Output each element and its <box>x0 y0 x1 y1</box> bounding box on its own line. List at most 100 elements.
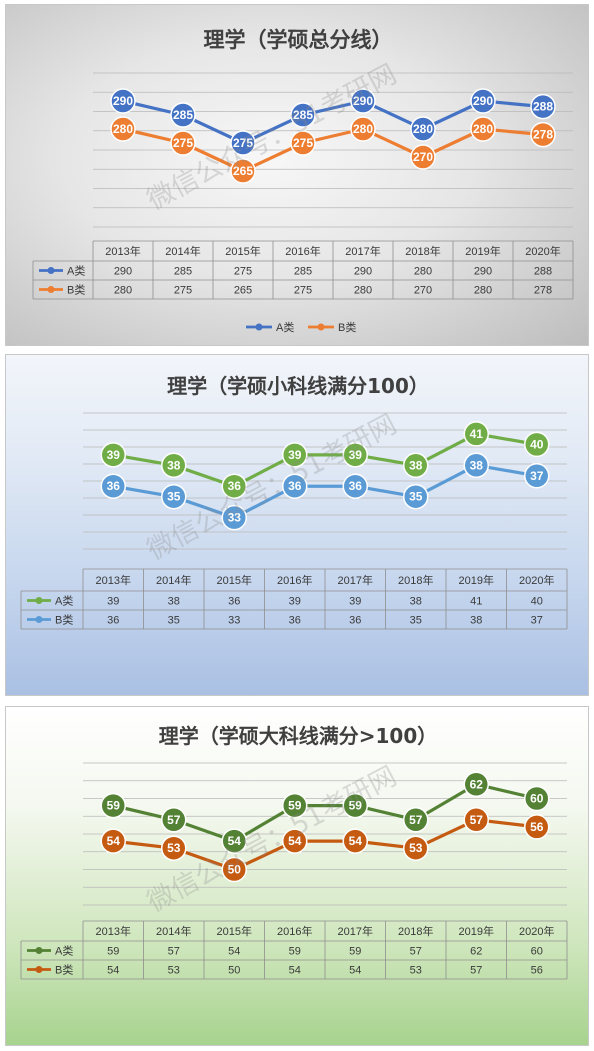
table-value-cell: 38 <box>410 596 422 608</box>
legend-marker <box>317 323 325 331</box>
table-header-cell: 2018年 <box>398 924 433 938</box>
table-header-cell: 2020年 <box>519 573 554 587</box>
data-label: 285 <box>173 108 193 122</box>
table-header-cell: 2017年 <box>338 924 373 938</box>
data-label: 36 <box>107 479 121 493</box>
table-value-cell: 38 <box>470 615 482 627</box>
data-point-marker <box>342 828 368 854</box>
table-value-cell: 36 <box>289 615 301 627</box>
table-value-cell: 36 <box>228 596 240 608</box>
chart-title: 理学（学硕总分线） <box>204 28 393 52</box>
data-point-marker <box>350 116 376 142</box>
table-value-cell: 59 <box>289 946 301 958</box>
data-label: 35 <box>409 490 423 504</box>
table-header-cell: 2015年 <box>225 244 260 258</box>
table-value-cell: 275 <box>174 285 192 297</box>
data-point-marker <box>230 130 256 156</box>
data-point-marker <box>524 814 550 840</box>
data-point-marker <box>470 116 496 142</box>
data-label: 36 <box>349 479 363 493</box>
table-header-cell: 2014年 <box>156 924 191 938</box>
data-point-marker <box>221 828 247 854</box>
data-point-marker <box>463 452 489 479</box>
data-point-marker <box>161 835 187 861</box>
data-label: 57 <box>409 813 423 827</box>
data-point-marker <box>290 102 316 128</box>
data-point-marker <box>161 807 187 833</box>
legend-label: A类 <box>276 320 294 334</box>
table-value-cell: 53 <box>410 965 422 977</box>
table-value-cell: 60 <box>531 946 543 958</box>
data-label: 38 <box>470 458 484 472</box>
data-point-marker <box>282 792 308 819</box>
table-header-cell: 2016年 <box>277 924 312 938</box>
table-value-cell: 39 <box>289 596 301 608</box>
table-value-cell: 62 <box>470 946 482 958</box>
chart-svg-small-subject: 理学（学硕小科线满分100） 39 38 36 39 39 38 41 40 36 35 33 36 36… <box>20 374 568 630</box>
data-point-marker <box>463 771 489 798</box>
table-value-cell: 285 <box>294 266 312 278</box>
table-value-cell: 290 <box>354 266 372 278</box>
table-value-cell: 54 <box>228 946 240 958</box>
table-value-cell: 35 <box>168 615 180 627</box>
data-label: 57 <box>470 813 484 827</box>
table-value-cell: 38 <box>168 596 180 608</box>
table-value-cell: 285 <box>174 266 192 278</box>
table-value-cell: 36 <box>107 615 119 627</box>
data-point-marker <box>230 158 256 184</box>
table-value-cell: 270 <box>414 285 432 297</box>
table-value-cell: 37 <box>531 615 543 627</box>
table-value-cell: 54 <box>349 965 361 977</box>
table-value-cell: 288 <box>534 266 552 278</box>
data-point-marker <box>100 442 126 468</box>
data-label: 36 <box>228 479 242 493</box>
table-value-cell: 275 <box>294 285 312 297</box>
table-value-cell: 39 <box>349 596 361 608</box>
legend-marker <box>255 323 263 331</box>
table-header-cell: 2020年 <box>519 924 554 938</box>
table-header-cell: 2016年 <box>277 573 312 587</box>
table-value-cell: 290 <box>114 266 132 278</box>
data-point-marker <box>342 442 368 468</box>
data-point-marker <box>100 792 126 819</box>
data-point-marker <box>410 144 436 170</box>
table-value-cell: 56 <box>531 965 543 977</box>
table-series-name: B类 <box>67 283 85 297</box>
data-label: 59 <box>107 799 121 813</box>
data-point-marker <box>463 807 489 833</box>
data-point-marker <box>463 421 489 447</box>
table-header-cell: 2019年 <box>465 244 500 258</box>
data-label: 40 <box>530 437 544 451</box>
data-point-marker <box>342 792 368 819</box>
data-point-marker <box>221 473 247 499</box>
data-label: 59 <box>349 799 363 813</box>
legend-label: B类 <box>338 320 356 334</box>
data-point-marker <box>403 452 429 479</box>
data-label: 60 <box>530 792 544 806</box>
data-label: 36 <box>288 479 302 493</box>
table-header-cell: 2014年 <box>156 573 191 587</box>
data-label: 280 <box>473 122 493 136</box>
table-value-cell: 59 <box>107 946 119 958</box>
data-point-marker <box>282 828 308 854</box>
data-label: 290 <box>473 94 493 108</box>
data-label: 39 <box>107 448 121 462</box>
data-label: 39 <box>288 448 302 462</box>
data-label: 54 <box>288 834 302 848</box>
table-header-cell: 2013年 <box>96 573 131 587</box>
table-header-cell: 2016年 <box>285 244 320 258</box>
chart-title: 理学（学硕大科线满分>100） <box>159 724 438 748</box>
data-label: 265 <box>233 164 253 178</box>
data-point-marker <box>100 828 126 854</box>
data-label: 57 <box>167 813 181 827</box>
data-label: 56 <box>530 820 544 834</box>
data-label: 54 <box>107 834 121 848</box>
data-point-marker <box>403 483 429 510</box>
table-value-cell: 280 <box>354 285 372 297</box>
data-point-marker <box>282 473 308 499</box>
data-label: 62 <box>470 777 484 791</box>
table-header-cell: 2013年 <box>96 924 131 938</box>
table-value-cell: 36 <box>349 615 361 627</box>
data-label: 280 <box>113 122 133 136</box>
data-label: 54 <box>228 834 242 848</box>
